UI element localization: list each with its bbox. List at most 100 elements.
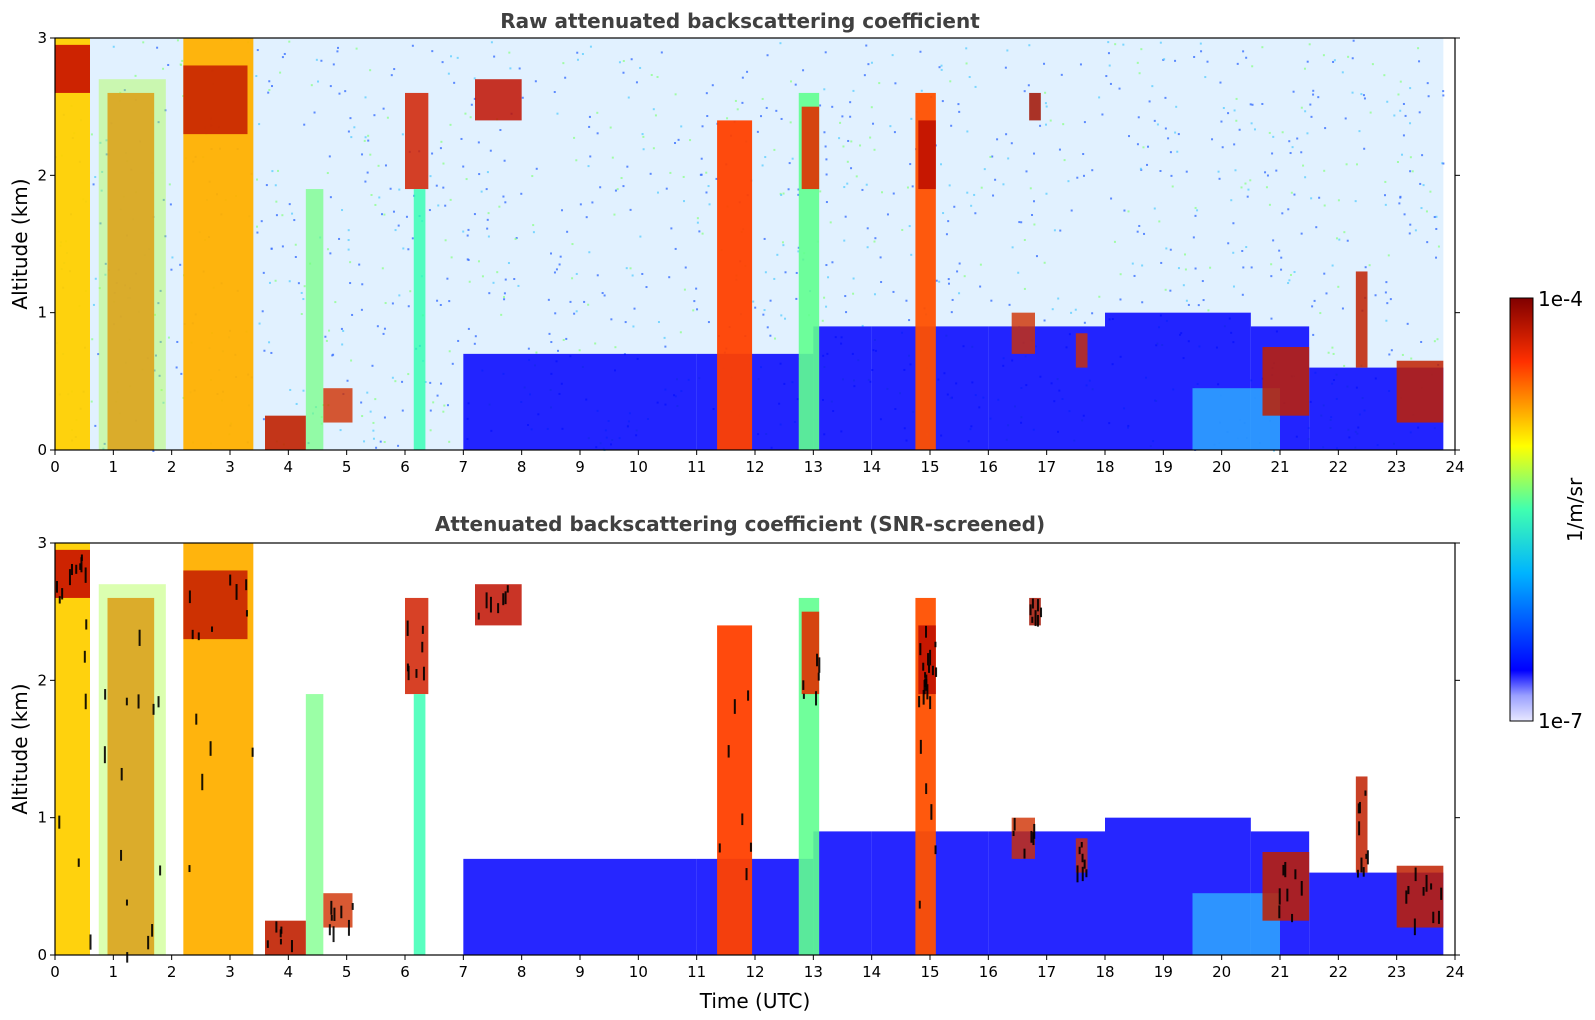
noise-speckle xyxy=(1245,56,1248,59)
noise-speckle xyxy=(499,129,502,132)
x-tick-label: 1 xyxy=(109,963,119,981)
noise-speckle xyxy=(1136,143,1139,146)
noise-speckle xyxy=(134,74,137,77)
noise-speckle xyxy=(1123,209,1126,212)
noise-speckle xyxy=(158,374,161,377)
x-tick-label: 13 xyxy=(804,458,823,476)
noise-speckle xyxy=(1238,128,1241,131)
noise-speckle xyxy=(281,214,284,217)
panel-screened: Attenuated backscattering coefficient (S… xyxy=(8,512,1465,1013)
noise-speckle xyxy=(656,76,659,79)
noise-speckle xyxy=(879,256,882,259)
colorbar-unit-label: 1/m/sr xyxy=(1563,477,1587,542)
noise-speckle xyxy=(1142,146,1145,149)
noise-speckle xyxy=(957,103,960,106)
noise-speckle xyxy=(289,388,292,391)
noise-speckle xyxy=(1384,291,1387,294)
saturated-streak xyxy=(919,643,922,656)
noise-speckle xyxy=(950,311,953,314)
saturated-streak xyxy=(922,662,925,671)
noise-speckle xyxy=(302,389,305,392)
noise-speckle xyxy=(90,400,93,403)
noise-speckle xyxy=(449,198,452,201)
saturated-streak xyxy=(330,900,333,915)
noise-speckle xyxy=(839,121,842,124)
noise-speckle xyxy=(1220,120,1223,123)
noise-speckle xyxy=(711,84,714,87)
saturated-streak xyxy=(235,584,238,600)
noise-speckle xyxy=(1291,146,1294,149)
noise-speckle xyxy=(98,287,101,290)
saturated-streak xyxy=(1040,607,1043,618)
noise-speckle xyxy=(437,204,440,207)
noise-speckle xyxy=(787,188,790,191)
noise-speckle xyxy=(1156,123,1159,126)
noise-speckle xyxy=(1429,190,1432,193)
noise-speckle xyxy=(991,155,994,158)
y-tick-label: 2 xyxy=(37,166,47,184)
noise-speckle xyxy=(1114,43,1117,46)
noise-speckle xyxy=(1082,153,1085,156)
noise-speckle xyxy=(1399,109,1402,112)
saturated-streak xyxy=(229,574,232,586)
noise-speckle xyxy=(1201,280,1204,283)
noise-speckle xyxy=(575,272,578,275)
noise-speckle xyxy=(169,203,172,206)
noise-speckle xyxy=(99,141,102,144)
panel-raw: Raw attenuated backscattering coefficien… xyxy=(8,9,1465,476)
x-tick-label: 2 xyxy=(167,458,177,476)
x-tick-label: 0 xyxy=(50,458,60,476)
noise-speckle xyxy=(449,123,452,126)
noise-speckle xyxy=(715,177,718,180)
noise-speckle xyxy=(167,63,170,66)
noise-speckle xyxy=(1076,176,1079,179)
noise-speckle xyxy=(303,123,306,126)
noise-speckle xyxy=(974,212,977,215)
saturated-streak xyxy=(1413,918,1416,936)
noise-speckle xyxy=(424,381,427,384)
noise-speckle xyxy=(764,271,767,274)
noise-speckle xyxy=(363,440,366,443)
noise-speckle xyxy=(1331,264,1334,267)
noise-speckle xyxy=(263,349,266,352)
noise-speckle xyxy=(268,80,271,83)
noise-speckle xyxy=(596,111,599,114)
noise-speckle xyxy=(958,292,961,295)
noise-speckle xyxy=(1384,180,1387,183)
noise-speckle xyxy=(601,292,604,295)
noise-speckle xyxy=(1185,299,1188,302)
noise-speckle xyxy=(629,267,632,270)
noise-speckle xyxy=(398,188,401,191)
y-tick-label: 1 xyxy=(37,809,47,827)
noise-speckle xyxy=(947,220,950,223)
noise-speckle xyxy=(1442,162,1445,165)
noise-speckle xyxy=(329,85,332,88)
noise-speckle xyxy=(1362,94,1365,97)
noise-speckle xyxy=(622,59,625,62)
noise-speckle xyxy=(869,136,872,139)
noise-speckle xyxy=(1159,169,1162,172)
noise-speckle xyxy=(1127,210,1130,213)
saturated-streak xyxy=(332,926,335,943)
noise-speckle xyxy=(1023,287,1026,290)
saturated-streak xyxy=(1023,848,1026,859)
noise-speckle xyxy=(1323,204,1326,207)
noise-speckle xyxy=(481,275,484,278)
noise-speckle xyxy=(705,191,708,194)
noise-speckle xyxy=(846,160,849,163)
noise-speckle xyxy=(334,301,337,304)
saturated-streak xyxy=(1013,817,1016,831)
saturated-streak xyxy=(1414,867,1417,882)
noise-speckle xyxy=(550,252,553,255)
noise-speckle xyxy=(874,237,877,240)
x-tick-label: 9 xyxy=(575,963,585,981)
noise-speckle xyxy=(1251,103,1254,106)
noise-speckle xyxy=(1435,215,1438,218)
noise-speckle xyxy=(1200,50,1203,53)
noise-speckle xyxy=(1385,281,1388,284)
noise-speckle xyxy=(775,109,778,112)
saturated-streak xyxy=(1358,801,1361,814)
noise-speckle xyxy=(1402,102,1405,105)
saturated-streak xyxy=(1437,910,1440,924)
noise-speckle xyxy=(372,421,375,424)
